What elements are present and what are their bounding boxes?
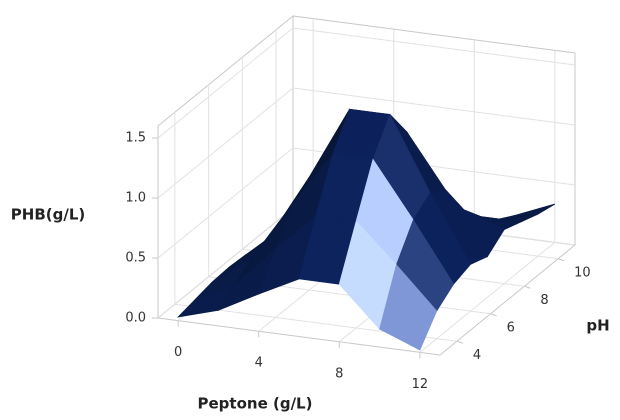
y-tick (456, 340, 464, 344)
y-tick (490, 313, 497, 317)
grid-line (157, 147, 294, 259)
x-tick-label: 12 (412, 377, 429, 392)
grid-line (157, 207, 294, 319)
y-tick-label: 6 (507, 320, 515, 335)
z-tick-label: 1.0 (125, 191, 146, 206)
grid-line (157, 27, 294, 139)
grid-line (292, 27, 576, 66)
x-tick-label: 0 (174, 345, 182, 360)
grid-line (292, 87, 576, 126)
x-tick-label: 4 (255, 356, 263, 371)
y-tick-label: 10 (574, 265, 591, 280)
y-tick (524, 285, 531, 289)
z-axis-title: PHB(g/L) (11, 206, 85, 224)
y-tick-label: 8 (540, 293, 548, 308)
surface-cell (379, 264, 438, 351)
x-tick-label: 8 (335, 366, 343, 381)
z-tick-label: 0.5 (125, 251, 146, 266)
y-tick-label: 4 (473, 348, 481, 363)
y-axis-title: pH (586, 317, 609, 335)
grid-line (157, 87, 294, 199)
grid-line (419, 241, 556, 353)
z-tick-label: 0.0 (125, 311, 146, 326)
x-axis-title: Peptone (g/L) (198, 395, 313, 413)
z-tick-label: 1.5 (125, 131, 146, 146)
y-tick (557, 258, 565, 262)
